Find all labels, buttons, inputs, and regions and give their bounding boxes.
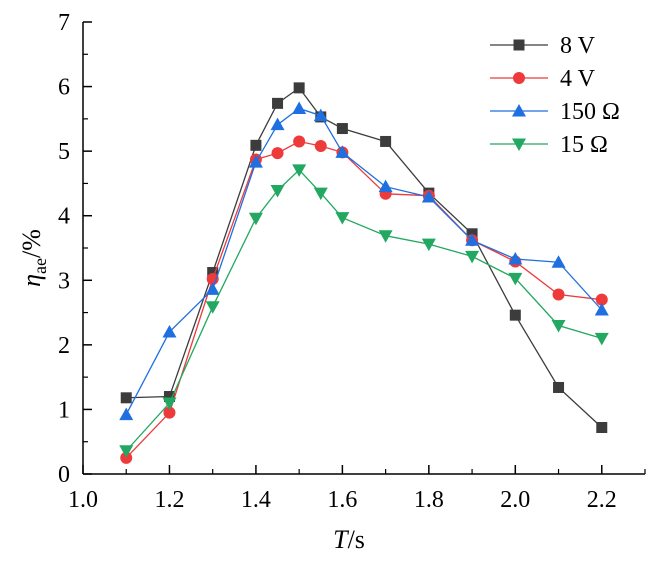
- data-point: [421, 238, 436, 252]
- x-tick-label: 2.2: [587, 487, 617, 513]
- data-point: [248, 212, 263, 226]
- series-3: [119, 164, 609, 458]
- data-point: [162, 397, 177, 410]
- data-point: [594, 332, 609, 346]
- data-point: [378, 230, 393, 243]
- data-point: [336, 123, 348, 135]
- y-tick-label: 5: [58, 139, 70, 165]
- data-point: [596, 422, 608, 434]
- x-tick-label: 1.0: [68, 487, 98, 513]
- x-tick-label: 1.2: [154, 487, 184, 513]
- data-point: [551, 319, 566, 333]
- legend-label: 150 Ω: [560, 99, 620, 125]
- series-line: [125, 107, 603, 415]
- data-point: [250, 139, 262, 151]
- data-point: [313, 108, 328, 122]
- data-point: [594, 302, 609, 316]
- data-point: [508, 272, 523, 286]
- data-point: [120, 451, 133, 464]
- legend-label: 15 Ω: [560, 132, 608, 158]
- data-point: [313, 187, 328, 201]
- data-point: [119, 407, 134, 421]
- x-tick-label: 1.8: [414, 487, 444, 513]
- data-point: [595, 293, 608, 306]
- data-point: [378, 179, 393, 193]
- data-point: [314, 139, 327, 152]
- data-point: [335, 145, 350, 158]
- x-tick-label: 1.4: [241, 487, 271, 513]
- data-point: [553, 381, 565, 393]
- x-axis-title: T/s: [333, 525, 365, 554]
- legend-label: 8 V: [560, 33, 596, 59]
- data-point: [292, 164, 307, 177]
- legend-item: 4 V: [490, 66, 596, 92]
- legend-item: 150 Ω: [490, 99, 620, 125]
- data-point: [292, 101, 307, 115]
- data-point: [248, 155, 263, 168]
- data-point: [551, 255, 566, 268]
- data-point: [272, 97, 284, 109]
- data-point: [120, 392, 132, 404]
- x-tick-label: 1.6: [327, 487, 357, 513]
- series-line: [125, 168, 602, 452]
- legend-item: 15 Ω: [490, 132, 608, 158]
- data-point: [162, 324, 177, 338]
- data-point: [271, 147, 284, 160]
- data-point: [508, 251, 523, 265]
- legend-marker: [512, 138, 526, 151]
- y-tick-label: 6: [58, 75, 70, 101]
- legend-marker: [513, 39, 525, 51]
- data-point: [293, 135, 306, 148]
- series-line: [126, 87, 603, 428]
- data-point: [163, 406, 176, 419]
- series-line: [125, 140, 602, 459]
- series-2: [119, 101, 609, 421]
- data-point: [163, 391, 175, 403]
- data-point: [552, 288, 565, 301]
- data-point: [205, 282, 220, 295]
- y-axis-title: ηae/%: [17, 229, 50, 287]
- data-point: [465, 250, 480, 264]
- data-point: [380, 135, 392, 147]
- data-point: [270, 185, 285, 198]
- y-tick-label: 7: [58, 10, 70, 36]
- series-0: [120, 82, 608, 434]
- legend-label: 4 V: [560, 66, 596, 92]
- data-point: [509, 309, 521, 321]
- axes: 0 1 2 3 4 5 6 7 1.0 1.2 1.4 1.6 1.8 2.0 2.2: [58, 10, 646, 513]
- data-point: [293, 82, 305, 94]
- data-point: [119, 445, 134, 458]
- axis-titles: T/s ηae/%: [17, 229, 365, 554]
- y-tick-label: 2: [58, 333, 70, 359]
- data-point: [465, 233, 480, 246]
- legend-marker: [513, 72, 525, 84]
- y-tick-label: 1: [58, 397, 70, 423]
- legend-marker: [512, 104, 526, 117]
- y-tick-label: 4: [58, 204, 70, 230]
- data-point: [205, 301, 220, 314]
- data-point: [270, 117, 285, 131]
- y-tick-label: 3: [58, 268, 70, 294]
- legend: 8 V 4 V 150 Ω 15 Ω: [490, 33, 620, 158]
- data-point: [207, 267, 219, 279]
- y-tick-label: 0: [58, 462, 70, 488]
- data-point: [421, 189, 436, 203]
- x-tick-label: 2.0: [500, 487, 530, 513]
- data-point: [335, 212, 350, 225]
- plot-area: [119, 82, 609, 464]
- legend-item: 8 V: [490, 33, 596, 59]
